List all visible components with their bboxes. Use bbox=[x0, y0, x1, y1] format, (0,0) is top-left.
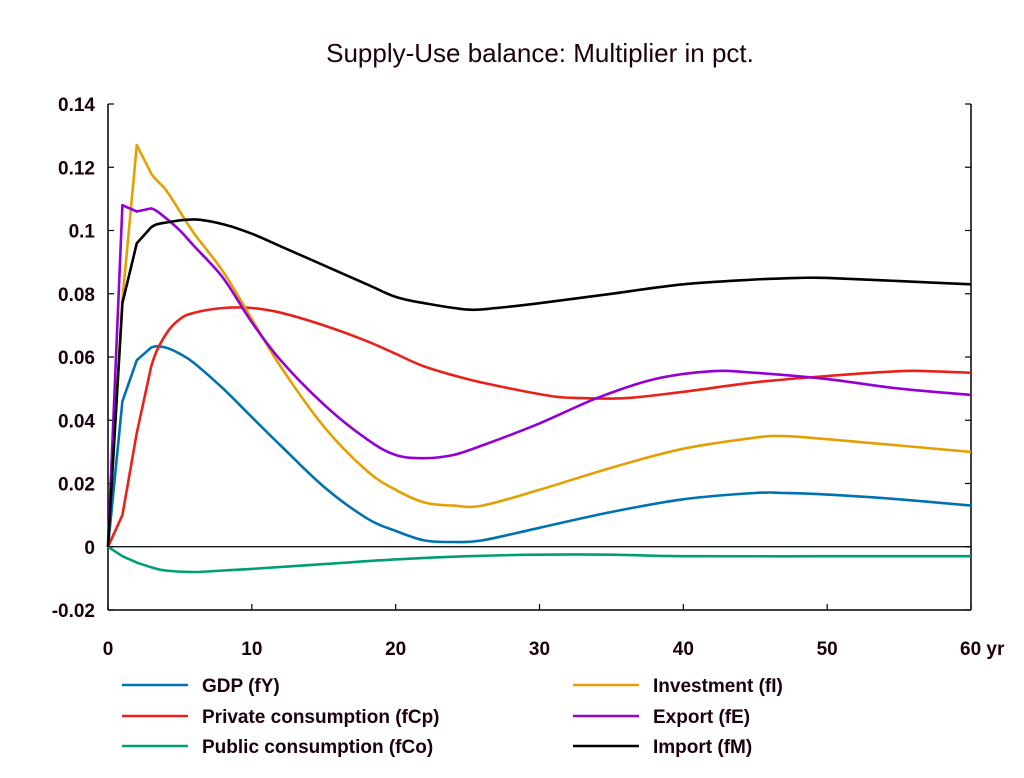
legend-label: Private consumption (fCp) bbox=[202, 707, 440, 728]
legend: GDP (fY) Private consumption (fCp) Public … bbox=[122, 676, 783, 758]
y-tick-label: 0.06 bbox=[58, 348, 95, 369]
legend-item-private-consumption-fcp: Private consumption (fCp) bbox=[122, 707, 440, 728]
y-tick-label: 0.12 bbox=[58, 158, 95, 179]
y-tick-label: 0 bbox=[84, 538, 95, 559]
y-tick-label: -0.02 bbox=[52, 601, 95, 622]
legend-label: Import (fM) bbox=[653, 737, 752, 758]
series-group bbox=[106, 143, 972, 574]
x-tick-label: 50 bbox=[817, 639, 838, 660]
series-line-public-consumption-fco bbox=[107, 545, 971, 574]
x-tick-label: 20 bbox=[385, 639, 406, 660]
legend-label: Public consumption (fCo) bbox=[202, 737, 433, 758]
x-tick-label: 30 bbox=[529, 639, 550, 660]
series-line-gdp-fy bbox=[106, 345, 972, 547]
series-line-import-fm bbox=[106, 218, 972, 547]
x-tick-label: 40 bbox=[673, 639, 694, 660]
legend-item-export-fe: Export (fE) bbox=[573, 707, 750, 728]
legend-item-import-fm: Import (fM) bbox=[573, 737, 752, 758]
x-tick-label: 60 yr bbox=[960, 639, 1005, 660]
legend-item-public-consumption-fco: Public consumption (fCo) bbox=[122, 737, 433, 758]
x-tick-label: 0 bbox=[103, 639, 114, 660]
x-tick-label: 10 bbox=[241, 639, 262, 660]
y-tick-label: 0.02 bbox=[58, 475, 95, 496]
series-line-private-consumption-fcp bbox=[106, 306, 972, 548]
legend-label: GDP (fY) bbox=[202, 676, 280, 697]
y-tick-label: 0.04 bbox=[58, 411, 95, 432]
chart-title: Supply-Use balance: Multiplier in pct. bbox=[326, 38, 754, 68]
legend-label: Export (fE) bbox=[653, 707, 750, 728]
series-line-investment-fi bbox=[106, 143, 972, 547]
y-tick-label: 0.14 bbox=[58, 95, 95, 116]
legend-item-gdp-fy: GDP (fY) bbox=[122, 676, 280, 697]
y-tick-label: 0.1 bbox=[69, 222, 96, 243]
y-tick-label: 0.08 bbox=[58, 285, 95, 306]
series-line-export-fe bbox=[106, 203, 972, 547]
legend-item-investment-fi: Investment (fI) bbox=[573, 676, 783, 697]
plot-area: -0.02 0 0.02 0.04 0.06 0.08 0.1 0.12 0.14 0 10 20 30… bbox=[52, 95, 1005, 660]
legend-label: Investment (fI) bbox=[653, 676, 783, 697]
